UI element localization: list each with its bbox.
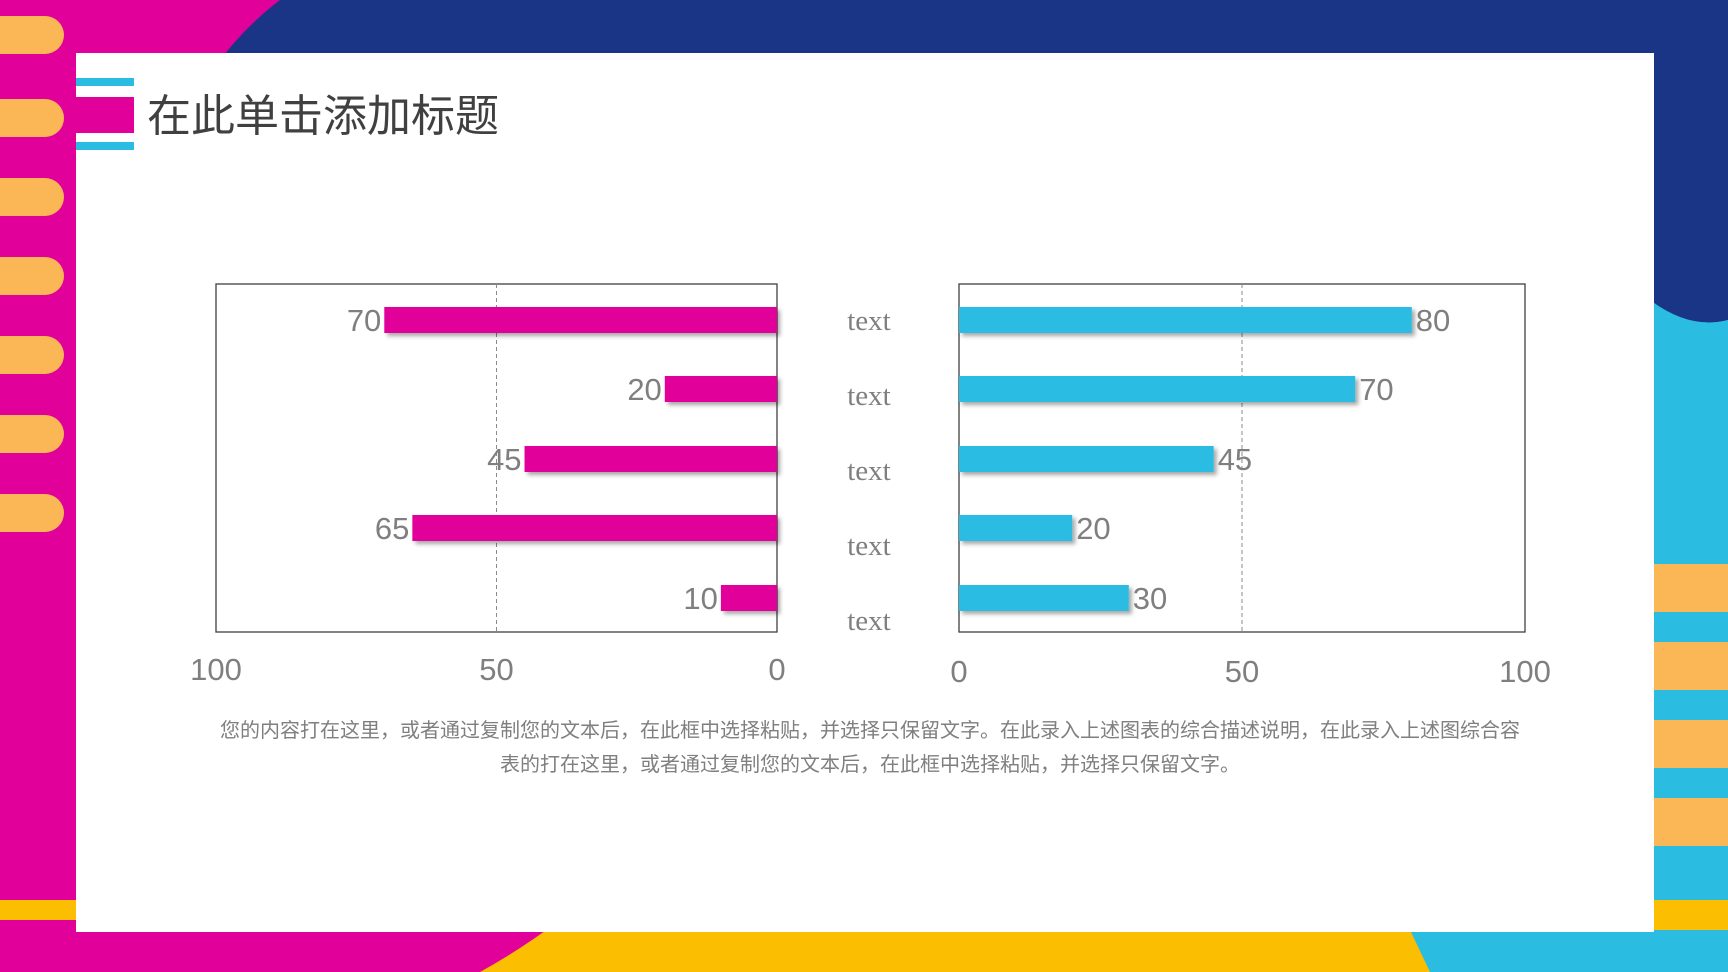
left-bar-value-label: 45 — [487, 442, 521, 477]
right-bar — [959, 515, 1073, 541]
right-bar-value-label: 20 — [1076, 511, 1110, 546]
left-pill-decorations — [0, 16, 64, 532]
left-bar-value-label: 70 — [347, 303, 381, 338]
right-x-tick-label: 0 — [950, 654, 967, 689]
left-x-tick-label: 100 — [190, 652, 242, 687]
left-bar-value-label: 65 — [375, 511, 409, 546]
category-label: text — [847, 380, 891, 412]
category-label: text — [847, 305, 891, 337]
description-text[interactable]: 您的内容打在这里，或者通过复制您的文本后，在此框中选择粘贴，并选择只保留文字。在… — [220, 718, 1520, 776]
left-x-tick-label: 0 — [768, 652, 785, 687]
right-bar-value-label: 45 — [1218, 442, 1252, 477]
category-label: text — [847, 530, 891, 562]
slide-title[interactable]: 在此单击添加标题 — [147, 91, 499, 142]
left-bar — [720, 585, 777, 611]
left-bar — [412, 515, 777, 541]
left-bar — [524, 446, 777, 472]
right-x-tick-label: 50 — [1225, 654, 1259, 689]
right-bar-value-label: 70 — [1359, 372, 1393, 407]
category-label: text — [847, 455, 891, 487]
right-x-tick-label: 100 — [1499, 654, 1551, 689]
category-label: text — [847, 605, 891, 637]
left-bar-value-label: 10 — [683, 581, 717, 616]
right-bar — [959, 585, 1129, 611]
left-bar-value-label: 20 — [627, 372, 661, 407]
right-bar — [959, 446, 1214, 472]
content-card — [76, 53, 1654, 932]
left-bar — [664, 376, 777, 402]
right-bar — [959, 376, 1356, 402]
left-x-tick-label: 50 — [479, 652, 513, 687]
left-bar — [384, 307, 777, 333]
right-bar-value-label: 30 — [1133, 581, 1167, 616]
right-bar — [959, 307, 1412, 333]
right-bar-value-label: 80 — [1416, 303, 1450, 338]
title-accent-icon — [76, 78, 134, 150]
